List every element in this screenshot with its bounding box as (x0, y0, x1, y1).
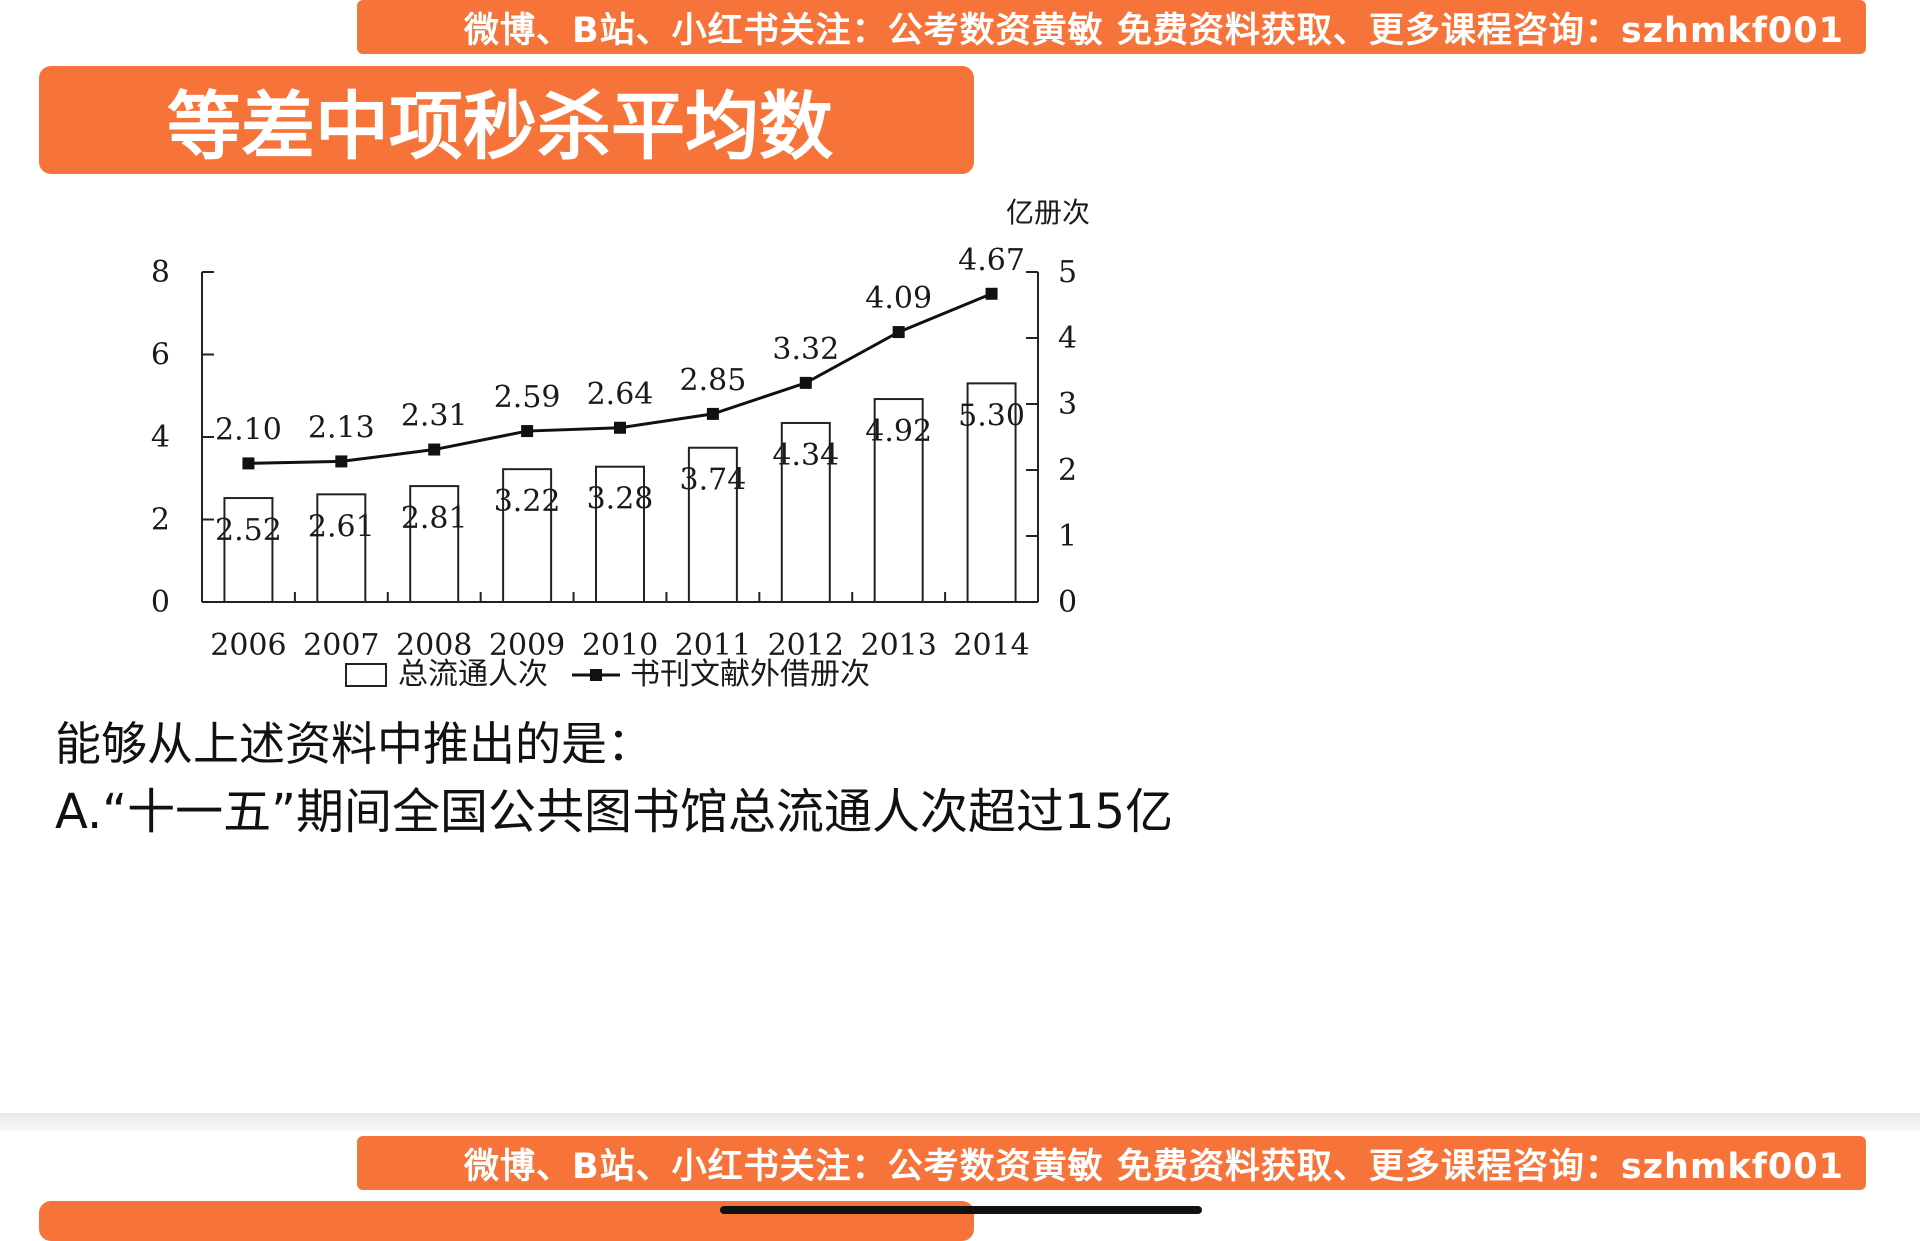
line-point (428, 443, 441, 456)
bar-data-label: 4.34 (772, 438, 839, 473)
promo-banner-text: 微博、B站、小红书关注：公考数资黄敏 免费资料获取、更多课程咨询：szhmkf0… (463, 10, 1844, 51)
x-axis-tick-label: 2014 (953, 628, 1029, 663)
legend-bar-swatch (345, 663, 387, 687)
bar (595, 465, 645, 604)
line-point (521, 425, 534, 438)
right-axis-tick-label: 4 (1058, 321, 1077, 356)
right-axis-unit-label: 亿册次 (1006, 196, 1090, 229)
x-axis-tick-label: 2009 (489, 628, 565, 663)
x-axis-tick-label: 2012 (768, 628, 844, 663)
promo-banner: 微博、B站、小红书关注：公考数资黄敏 免费资料获取、更多课程咨询：szhmkf0… (357, 0, 1866, 54)
legend-line-marker (590, 669, 602, 681)
right-axis-tick-label: 0 (1058, 585, 1077, 620)
x-axis-tick-label: 2010 (582, 628, 658, 663)
line-point (799, 376, 812, 389)
section-title-text: 等差中项秒杀平均数 (167, 83, 833, 170)
question-stem: 能够从上述资料中推出的是： (55, 717, 653, 771)
option-a[interactable]: A.“十一五”期间全国公共图书馆总流通人次超过15亿 (55, 784, 1174, 840)
bar (316, 493, 367, 603)
left-axis-tick-label: 0 (151, 585, 170, 620)
left-axis-tick-label: 4 (151, 420, 170, 455)
bar-data-label: 2.61 (308, 509, 375, 544)
bar-data-label: 3.28 (587, 482, 654, 517)
x-axis-tick-label: 2008 (396, 628, 472, 663)
page-divider (0, 1113, 1920, 1131)
bar-data-label: 3.22 (494, 484, 561, 519)
line-data-label: 4.67 (958, 243, 1025, 278)
line-point (706, 407, 719, 420)
right-axis-tick-label: 5 (1058, 255, 1077, 290)
bar (409, 485, 460, 603)
bar-data-label: 2.81 (401, 501, 468, 536)
line-data-label: 4.09 (865, 281, 932, 316)
bar-data-label: 3.74 (679, 463, 746, 498)
right-axis-tick-label: 2 (1058, 453, 1077, 488)
line-point (892, 326, 905, 339)
x-axis-tick-label: 2007 (303, 628, 379, 663)
bar-data-label: 2.52 (215, 513, 282, 548)
left-axis-tick-label: 8 (151, 255, 170, 290)
line-data-label: 2.85 (679, 363, 746, 398)
section-title: 等差中项秒杀平均数 (39, 66, 974, 174)
line-point (242, 457, 255, 470)
combo-chart: 0 2 4 6 8 0 1 2 3 4 5 亿册次 2006 2007 2008 2009 2010 2011 20… (151, 196, 1090, 692)
line-data-label: 3.32 (772, 332, 839, 367)
bar (223, 497, 274, 603)
promo-banner-next-text: 微博、B站、小红书关注：公考数资黄敏 免费资料获取、更多课程咨询：szhmkf0… (463, 1146, 1844, 1187)
right-axis-tick-label: 1 (1058, 519, 1077, 554)
left-axis-tick-label: 2 (151, 503, 170, 538)
line-data-label: 2.10 (215, 412, 282, 447)
x-axis-tick-label: 2011 (675, 628, 751, 663)
right-axis-tick-label: 3 (1058, 387, 1077, 422)
line-data-label: 2.13 (308, 410, 375, 445)
x-axis-tick-label: 2013 (860, 628, 936, 663)
legend-line-label: 书刊文献外借册次 (630, 657, 870, 692)
bar (780, 421, 831, 603)
bar (873, 398, 924, 603)
left-axis-tick-label: 6 (151, 338, 170, 373)
line-data-label: 2.31 (401, 399, 468, 434)
line-data-label: 2.64 (587, 377, 654, 412)
line-point (335, 455, 348, 468)
line-point (614, 421, 626, 434)
legend-bar-label: 总流通人次 (398, 657, 548, 692)
home-indicator[interactable] (720, 1206, 1202, 1214)
line-data-label: 2.59 (494, 380, 561, 415)
bar (687, 446, 738, 603)
bar-data-label: 5.30 (958, 398, 1025, 433)
x-axis-tick-label: 2006 (210, 628, 286, 663)
bar-data-label: 4.92 (865, 414, 932, 449)
promo-banner-next: 微博、B站、小红书关注：公考数资黄敏 免费资料获取、更多课程咨询：szhmkf0… (357, 1136, 1866, 1190)
line-point (985, 287, 998, 300)
bar (502, 468, 553, 603)
bar (966, 382, 1017, 603)
